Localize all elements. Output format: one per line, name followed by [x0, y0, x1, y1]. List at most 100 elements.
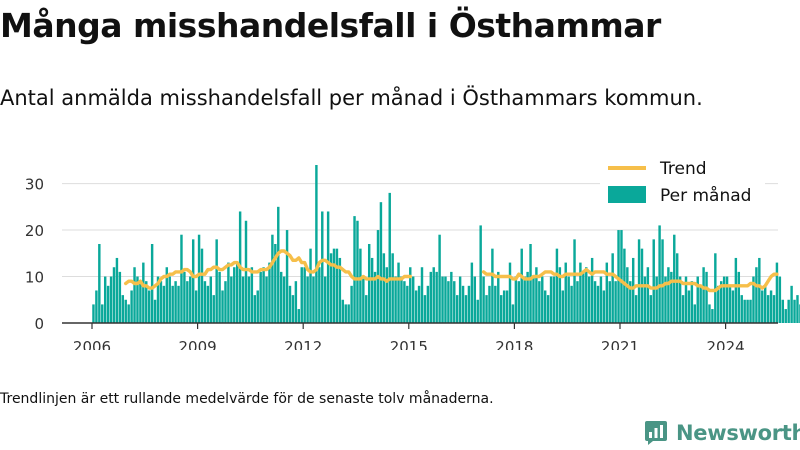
bar: [224, 281, 227, 323]
bar: [244, 220, 248, 323]
bar: [599, 276, 603, 323]
bar: [382, 253, 386, 323]
bar: [350, 285, 353, 323]
bar: [147, 290, 151, 323]
bar: [109, 276, 113, 323]
bar: [235, 262, 239, 323]
bar: [664, 276, 667, 323]
bar: [766, 295, 770, 323]
bar: [101, 304, 104, 323]
bar: [321, 211, 324, 323]
bar: [297, 309, 301, 323]
bar: [684, 276, 688, 323]
bar: [385, 267, 389, 323]
bar: [464, 295, 468, 323]
bar: [288, 285, 292, 323]
bar: [699, 285, 702, 323]
bar: [156, 276, 160, 323]
bar: [150, 244, 154, 323]
bar: [453, 281, 456, 323]
bar: [655, 276, 658, 323]
bar: [497, 271, 500, 323]
bar: [564, 262, 567, 323]
x-tick-label: 2018: [495, 338, 533, 350]
bar: [168, 276, 171, 323]
bar: [370, 257, 374, 323]
bar: [406, 285, 409, 323]
bar: [526, 271, 529, 323]
bar: [212, 295, 215, 323]
bar: [793, 299, 796, 323]
bar: [92, 304, 95, 323]
y-tick-label: 20: [25, 222, 44, 240]
bar: [438, 234, 441, 323]
bar: [611, 253, 614, 323]
bar: [573, 239, 576, 323]
bar: [241, 276, 245, 323]
bar: [667, 267, 670, 323]
bar: [523, 276, 526, 323]
bar: [291, 295, 295, 323]
bar: [570, 285, 573, 323]
bar: [502, 290, 506, 323]
bar: [362, 276, 365, 323]
bar: [265, 276, 268, 323]
chart-canvas: 0 10 20 30 2006 2009 2012 2015 2018 2021 2024 Tren…: [25, 156, 800, 350]
bar: [259, 271, 262, 323]
bar: [731, 290, 735, 323]
bar: [499, 295, 503, 323]
bar: [737, 271, 741, 323]
bar: [670, 271, 673, 323]
bar: [309, 248, 312, 323]
bar: [617, 230, 620, 323]
bar: [784, 309, 787, 323]
bar: [282, 276, 286, 323]
bar: [174, 281, 177, 323]
bar: [508, 262, 512, 323]
bar: [494, 285, 497, 323]
bar: [306, 276, 309, 323]
bar: [426, 285, 430, 323]
y-tick-label: 10: [25, 269, 44, 287]
trend-series: [123, 249, 779, 293]
bar: [130, 290, 133, 323]
bar-series: [92, 165, 800, 323]
bar: [397, 262, 400, 323]
bar: [435, 271, 438, 323]
bar: [365, 295, 368, 323]
bar: [303, 267, 306, 323]
legend-bars-swatch: [608, 186, 646, 203]
bar: [520, 248, 523, 323]
bar: [775, 262, 779, 323]
bar: [326, 211, 330, 323]
axes: 0 10 20 30 2006 2009 2012 2015 2018 2021 2024: [25, 176, 778, 350]
bar: [758, 257, 761, 323]
bar: [787, 299, 790, 323]
bar: [279, 271, 283, 323]
bar: [206, 285, 210, 323]
bar: [693, 304, 697, 323]
bar: [582, 271, 585, 323]
bar: [579, 262, 582, 323]
x-tick-label: 2012: [284, 338, 322, 350]
bar: [177, 285, 180, 323]
bar: [98, 244, 101, 323]
x-tick-label: 2024: [707, 338, 745, 350]
legend-trend-label: Trend: [659, 159, 707, 179]
bar: [646, 267, 650, 323]
bar: [194, 290, 198, 323]
bar: [127, 304, 130, 323]
bar: [103, 276, 107, 323]
bar: [455, 295, 459, 323]
bar: [593, 281, 597, 323]
bar: [488, 285, 491, 323]
bar: [561, 290, 565, 323]
bar: [602, 290, 606, 323]
bar: [541, 276, 544, 323]
bar: [485, 295, 488, 323]
bar: [227, 262, 230, 323]
bar: [546, 295, 550, 323]
newsworthy-logo-icon: [645, 421, 667, 445]
bar: [253, 295, 257, 323]
legend: Trend Per månad: [600, 156, 765, 212]
